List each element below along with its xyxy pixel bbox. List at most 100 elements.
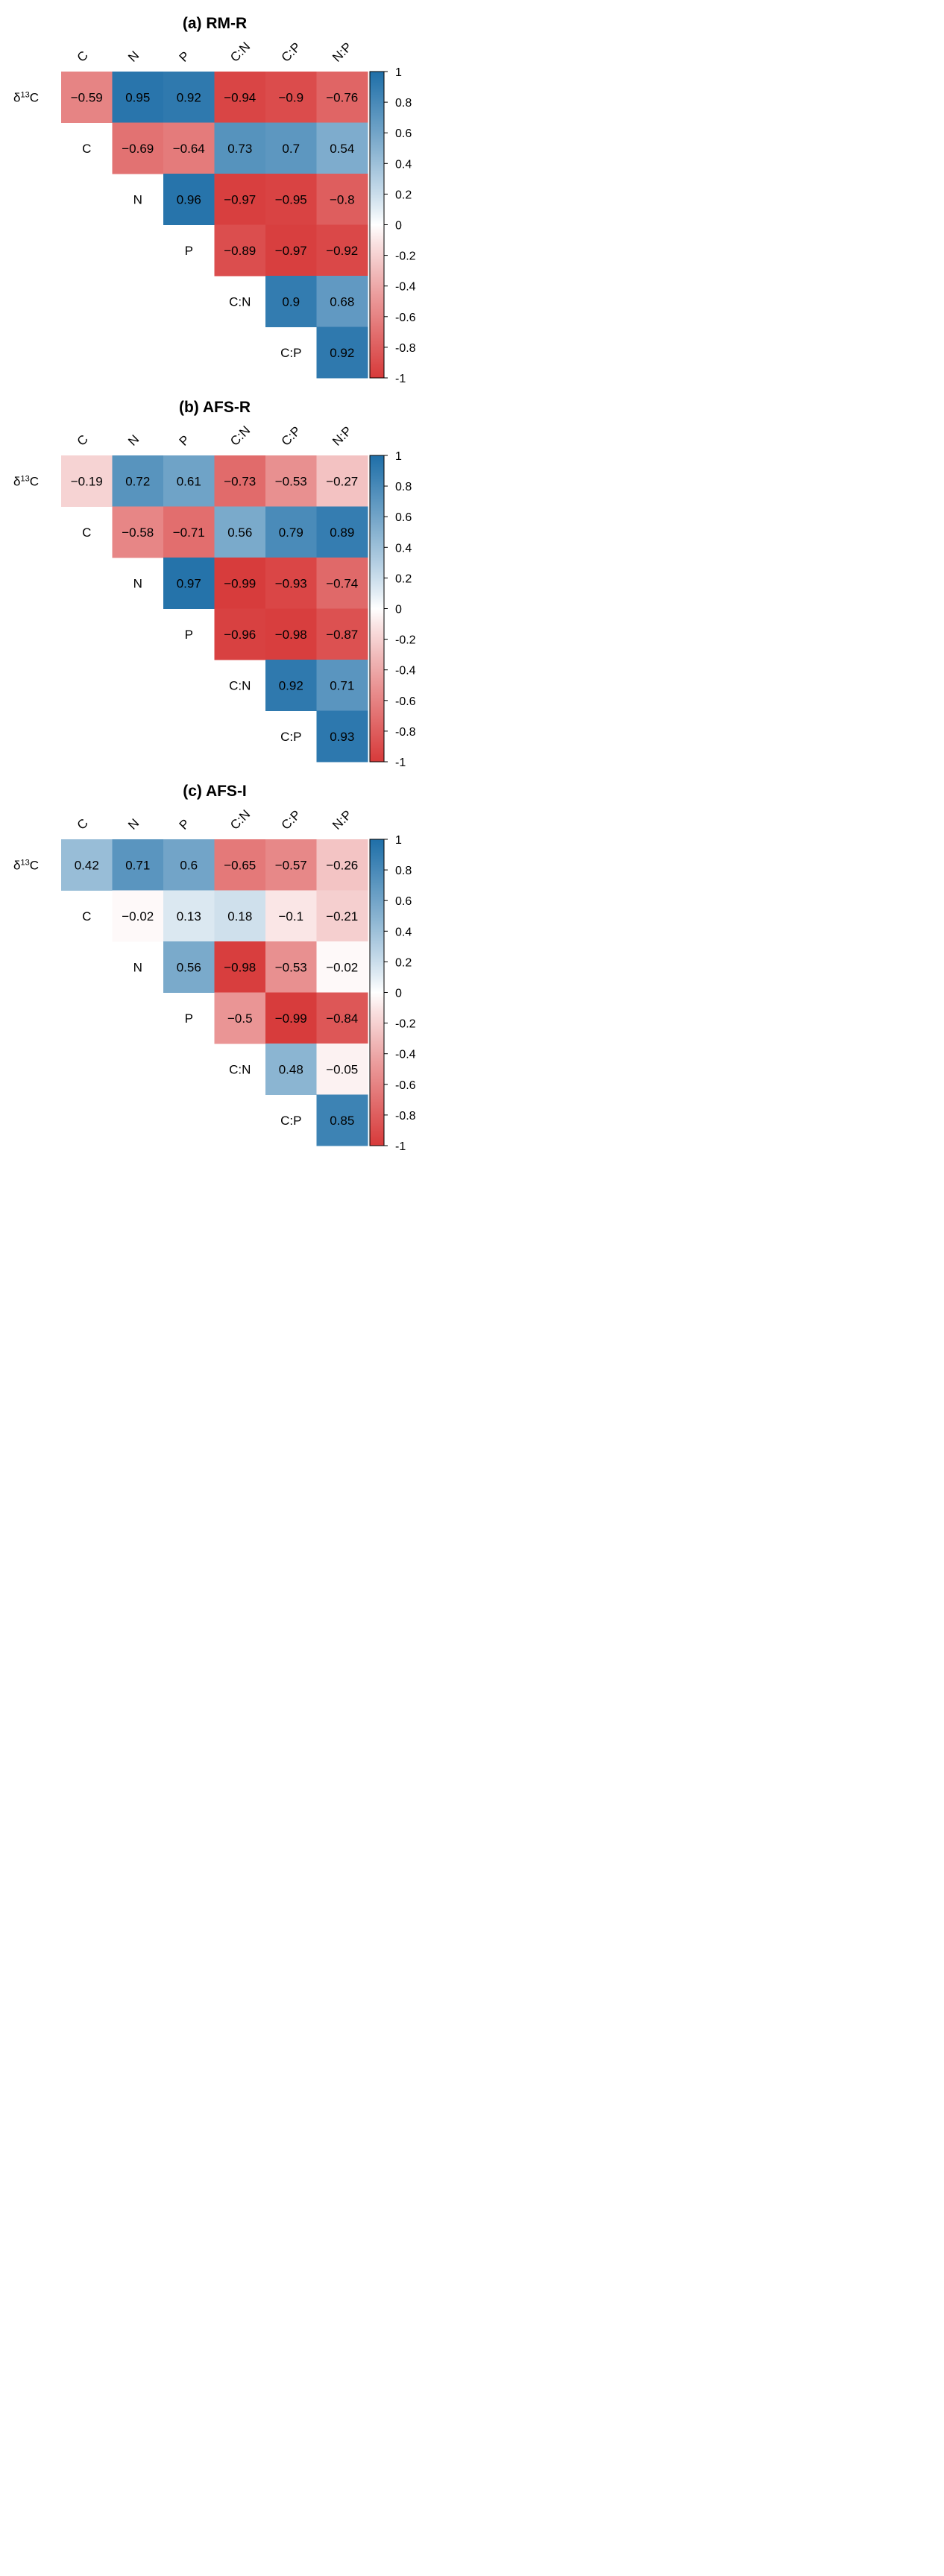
cell-value-label: 0.71: [125, 858, 150, 872]
heatmap-cell: [163, 558, 215, 609]
cell-value-label: 0.13: [177, 909, 201, 924]
row-label: C:P: [280, 1114, 301, 1128]
heatmap-panel-3: (c) AFS-I C N P C:N C:P N:P 0.42 0.71 0.6 −0.65 −0.…: [13, 783, 416, 1153]
heatmap-cell: [112, 455, 164, 507]
colorbar-tick-label: -0.2: [395, 250, 416, 263]
heatmap-cell: [316, 839, 368, 891]
heatmap-cell: [265, 506, 317, 558]
heatmap-cell: [163, 506, 215, 558]
row-label: C: [82, 909, 91, 924]
heatmap-cell: [112, 839, 164, 891]
heatmap-cell: [316, 660, 368, 711]
heatmap-cell: [316, 122, 368, 174]
colorbar-tick-label: 0.2: [395, 956, 412, 969]
heatmap-cell: [214, 455, 266, 507]
heatmap-cell: [214, 174, 266, 225]
heatmap-cell: [163, 890, 215, 942]
cell-value-label: −0.5: [227, 1011, 253, 1026]
heatmap-cell: [265, 224, 317, 277]
cell-value-label: −0.8: [330, 192, 355, 206]
column-label: C:P: [279, 807, 303, 832]
cell-value-label: −0.64: [173, 142, 205, 156]
colorbar-tick-label: -1: [395, 373, 406, 385]
heatmap-cell: [316, 224, 368, 277]
cell-value-label: 0.7: [282, 142, 300, 156]
heatmap-cell: [265, 276, 317, 327]
row-label: C:N: [229, 1062, 251, 1076]
cell-value-label: −0.73: [224, 474, 256, 488]
column-label: N: [125, 48, 142, 65]
cell-value-label: −0.1: [278, 909, 303, 924]
heatmap-cell: [265, 890, 317, 942]
cell-value-label: 0.71: [330, 678, 354, 692]
colorbar-tick-label: -0.6: [395, 312, 416, 324]
colorbar: [369, 839, 385, 1146]
cell-value-label: 0.92: [330, 346, 354, 360]
row-label: N: [133, 192, 142, 206]
cell-value-label: 0.6: [180, 858, 198, 872]
colorbar-tick-label: 0.2: [395, 189, 412, 201]
heatmap-cell: [316, 608, 368, 660]
cell-value-label: −0.98: [275, 628, 307, 642]
row-label: δ13C: [13, 90, 39, 104]
cell-value-label: −0.05: [326, 1062, 358, 1076]
cell-value-label: −0.19: [71, 474, 103, 488]
cell-value-label: −0.74: [326, 576, 358, 590]
colorbar-tick-label: -0.2: [395, 1018, 416, 1031]
cell-value-label: 0.9: [282, 294, 300, 309]
heatmap-cell: [112, 122, 164, 174]
cell-value-label: −0.99: [275, 1011, 307, 1026]
colorbar-tick-label: 0: [395, 220, 402, 233]
cell-value-label: 0.95: [125, 90, 150, 104]
row-label: δ13C: [13, 474, 39, 488]
heatmap-cell: [316, 710, 368, 763]
heatmap-cell: [316, 558, 368, 609]
colorbar-tick-label: -1: [395, 757, 406, 769]
column-label: C: [75, 432, 91, 449]
column-label: P: [177, 816, 192, 832]
cell-value-label: −0.95: [275, 192, 307, 206]
cell-value-label: −0.99: [224, 576, 256, 590]
row-label: C:N: [229, 294, 251, 309]
row-label: δ13C: [13, 858, 39, 872]
colorbar-tick-label: 0: [395, 988, 402, 1000]
cell-value-label: 0.56: [177, 960, 201, 974]
heatmap-cell: [265, 941, 317, 993]
row-label: P: [185, 628, 193, 642]
heatmap-cell: [112, 506, 164, 558]
heatmap-cell: [163, 941, 215, 993]
cell-value-label: −0.59: [71, 90, 103, 104]
row-label: C:N: [229, 678, 251, 692]
row-label: C: [82, 525, 91, 540]
column-label: N:P: [330, 40, 354, 64]
colorbar-tick-label: 0.4: [395, 926, 412, 938]
heatmap-cell: [61, 455, 113, 507]
cell-value-label: 0.96: [177, 192, 201, 206]
colorbar: [369, 455, 385, 763]
heatmap-cell: [214, 890, 266, 942]
cell-value-label: −0.57: [275, 858, 307, 872]
colorbar-tick-label: 0.2: [395, 572, 412, 585]
cell-value-label: −0.84: [326, 1011, 358, 1026]
row-label: N: [133, 576, 142, 590]
cell-value-label: −0.92: [326, 244, 358, 258]
colorbar-tick-label: 0.6: [395, 511, 412, 524]
colorbar-tick-label: 1: [395, 834, 402, 847]
heatmap-cell: [214, 558, 266, 609]
colorbar-tick-label: 1: [395, 66, 402, 79]
cell-value-label: −0.69: [122, 142, 154, 156]
heatmap-cell: [214, 992, 266, 1044]
column-label: C:N: [227, 423, 253, 449]
column-label: C:N: [227, 807, 253, 833]
cell-value-label: −0.94: [224, 90, 256, 104]
cell-value-label: 0.18: [227, 909, 252, 924]
column-label: C:P: [279, 423, 303, 448]
column-label: C:P: [279, 40, 303, 64]
cell-value-label: −0.26: [326, 858, 358, 872]
row-label: C: [82, 142, 91, 156]
heatmap-cell: [61, 839, 113, 891]
heatmap-cell: [265, 1044, 317, 1095]
heatmap-cell: [112, 72, 164, 123]
heatmap-cell: [265, 608, 317, 660]
colorbar-tick-label: -0.8: [395, 342, 416, 355]
